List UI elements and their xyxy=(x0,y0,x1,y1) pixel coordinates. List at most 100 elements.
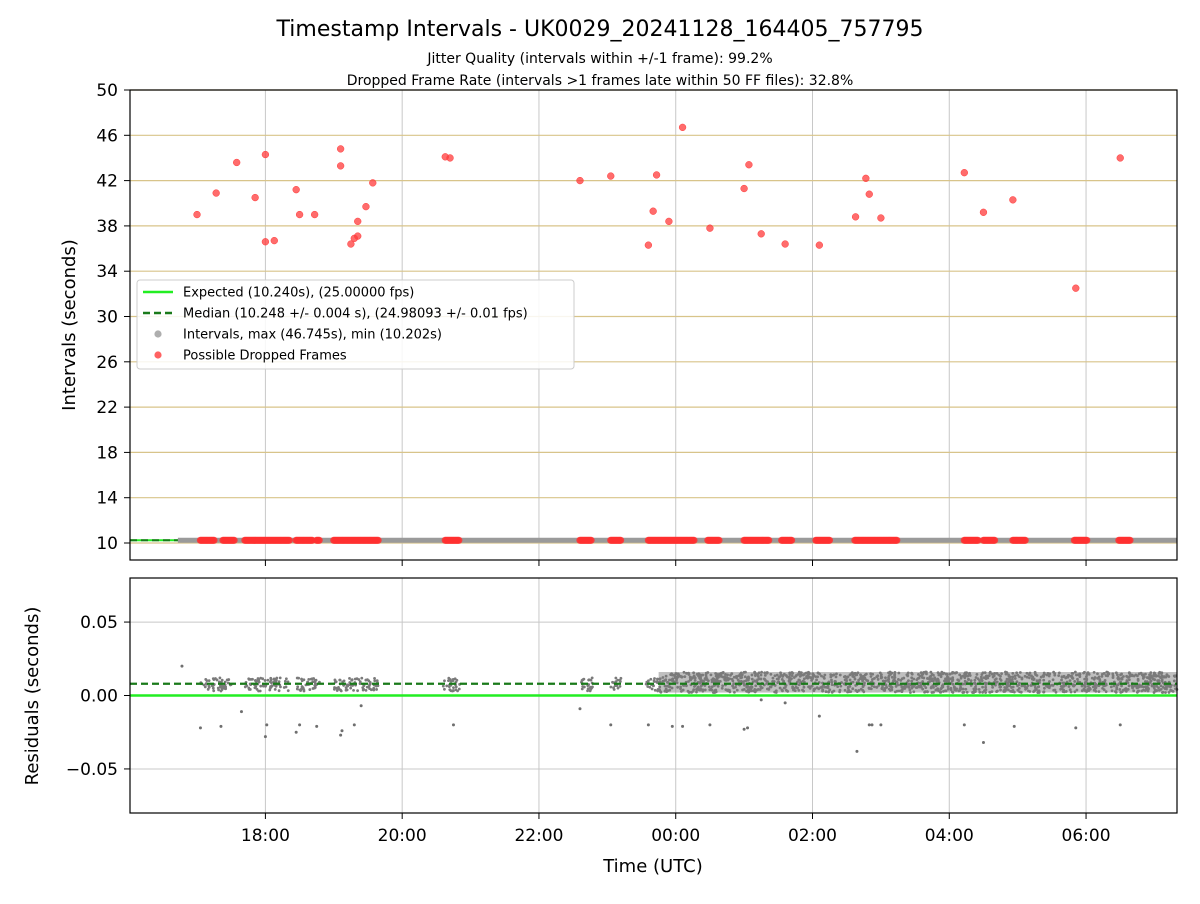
residual-point xyxy=(743,671,746,674)
residual-point xyxy=(256,679,259,682)
residual-point xyxy=(1131,674,1134,677)
dropped-frame-point xyxy=(447,155,454,162)
residual-point xyxy=(769,673,772,676)
residual-point xyxy=(653,677,656,680)
residual-outlier-point xyxy=(339,734,342,737)
residual-point xyxy=(1094,690,1097,693)
residual-point xyxy=(1071,677,1074,680)
residual-point xyxy=(1047,672,1050,675)
residual-point xyxy=(653,680,656,683)
residual-point xyxy=(852,681,855,684)
residual-point xyxy=(1146,676,1149,679)
residual-point xyxy=(268,689,271,692)
residual-point xyxy=(846,676,849,679)
dropped-frame-point xyxy=(653,172,660,179)
residual-point xyxy=(764,674,767,677)
residual-point xyxy=(1098,690,1101,693)
residual-point xyxy=(714,672,717,675)
residual-point xyxy=(919,675,922,678)
dropped-frame-baseline-point xyxy=(893,537,900,544)
residual-point xyxy=(1032,690,1035,693)
residual-point xyxy=(797,689,800,692)
residual-point xyxy=(654,689,657,692)
residual-point xyxy=(220,690,223,693)
residual-point xyxy=(448,688,451,691)
residual-point xyxy=(757,675,760,678)
dropped-frame-point xyxy=(271,237,278,244)
residual-point xyxy=(1157,680,1160,683)
residual-point xyxy=(1172,690,1175,693)
residual-point xyxy=(758,671,761,674)
residual-point xyxy=(1035,688,1038,691)
residual-point xyxy=(1081,689,1084,692)
residual-point xyxy=(720,672,723,675)
residual-point xyxy=(1164,687,1167,690)
residual-point xyxy=(921,680,924,683)
residual-point xyxy=(932,674,935,677)
residual-point xyxy=(947,685,950,688)
residual-point xyxy=(1015,671,1018,674)
intervals-y-tick-label: 38 xyxy=(96,217,118,237)
residual-point xyxy=(285,677,288,680)
residual-point xyxy=(725,679,728,682)
residual-point xyxy=(760,671,763,674)
residual-point xyxy=(727,689,730,692)
residual-point xyxy=(1115,671,1118,674)
dropped-frame-point xyxy=(363,203,370,210)
residual-outlier-point xyxy=(708,723,711,726)
residual-outlier-point xyxy=(879,723,882,726)
residual-point xyxy=(930,686,933,689)
x-tick-label: 18:00 xyxy=(241,826,290,846)
residual-point xyxy=(1006,685,1009,688)
residual-point xyxy=(1138,683,1141,686)
residual-point xyxy=(951,680,954,683)
residual-point xyxy=(888,684,891,687)
residual-point xyxy=(976,673,979,676)
residual-point xyxy=(835,675,838,678)
residual-point xyxy=(284,680,287,683)
residual-point xyxy=(340,690,343,693)
residual-point xyxy=(706,671,709,674)
residual-point xyxy=(983,676,986,679)
residual-point xyxy=(1051,684,1054,687)
dropped-frame-baseline-point xyxy=(991,537,998,544)
residual-point xyxy=(799,675,802,678)
residuals-y-tick-label: 0.05 xyxy=(80,613,118,633)
residual-point xyxy=(1160,684,1163,687)
residual-point xyxy=(830,679,833,682)
residual-point xyxy=(716,677,719,680)
residual-point xyxy=(227,678,230,681)
residuals-y-tick-label: −0.05 xyxy=(66,760,118,780)
residual-point xyxy=(671,674,674,677)
residual-point xyxy=(782,680,785,683)
residual-point xyxy=(912,690,915,693)
residual-point xyxy=(1137,678,1140,681)
residual-point xyxy=(978,691,981,694)
residual-point xyxy=(701,688,704,691)
residual-point xyxy=(375,685,378,688)
residual-point xyxy=(1085,675,1088,678)
residual-point xyxy=(1110,685,1113,688)
residual-point xyxy=(1136,691,1139,694)
residual-point xyxy=(1070,691,1073,694)
dropped-frame-baseline-point xyxy=(210,537,217,544)
residual-point xyxy=(798,683,801,686)
residual-point xyxy=(442,685,445,688)
residual-point xyxy=(788,673,791,676)
residual-point xyxy=(1085,678,1088,681)
residual-point xyxy=(967,673,970,676)
residual-point xyxy=(1062,688,1065,691)
residual-point xyxy=(221,679,224,682)
residual-point xyxy=(1092,686,1095,689)
residual-point xyxy=(907,686,910,689)
residual-point xyxy=(740,676,743,679)
residual-outlier-point xyxy=(982,741,985,744)
residual-point xyxy=(753,672,756,675)
residual-point xyxy=(851,673,854,676)
residual-point xyxy=(815,678,818,681)
residual-point xyxy=(754,684,757,687)
residual-point xyxy=(311,677,314,680)
dropped-frame-point xyxy=(707,225,714,232)
residual-point xyxy=(679,685,682,688)
